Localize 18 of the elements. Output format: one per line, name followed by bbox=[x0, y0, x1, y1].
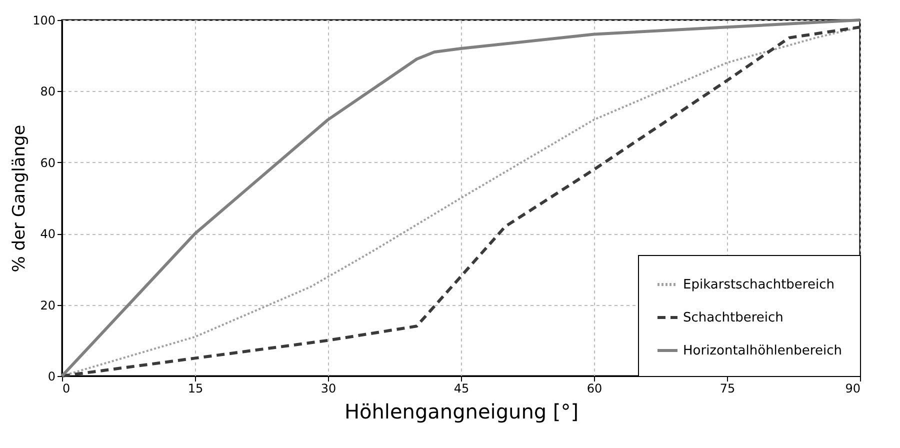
y-axis-title: % der Ganglänge bbox=[10, 124, 30, 272]
y-tick-label: 100 bbox=[32, 14, 56, 28]
x-axis-title: Höhlengangneigung [°] bbox=[344, 400, 579, 424]
y-tick-label: 80 bbox=[40, 84, 56, 99]
legend-label: Horizontalhöhlenbereich bbox=[683, 344, 842, 358]
y-tick-label: 60 bbox=[40, 156, 56, 170]
y-tick-label: 20 bbox=[40, 298, 56, 312]
x-tick-label: 30 bbox=[320, 382, 336, 396]
legend-label: Epikarstschachtbereich bbox=[683, 278, 834, 292]
x-tick-label: 15 bbox=[188, 382, 204, 396]
legend-label: Schachtbereich bbox=[683, 310, 784, 326]
x-tick-label: 60 bbox=[586, 382, 602, 396]
x-tick-label: 45 bbox=[454, 382, 470, 396]
x-tick-label: 0 bbox=[62, 382, 70, 396]
y-tick-label: 0 bbox=[48, 370, 56, 384]
x-tick-label: 90 bbox=[845, 382, 860, 396]
y-tick-label: 40 bbox=[40, 227, 56, 242]
x-tick-label: 75 bbox=[720, 382, 736, 396]
